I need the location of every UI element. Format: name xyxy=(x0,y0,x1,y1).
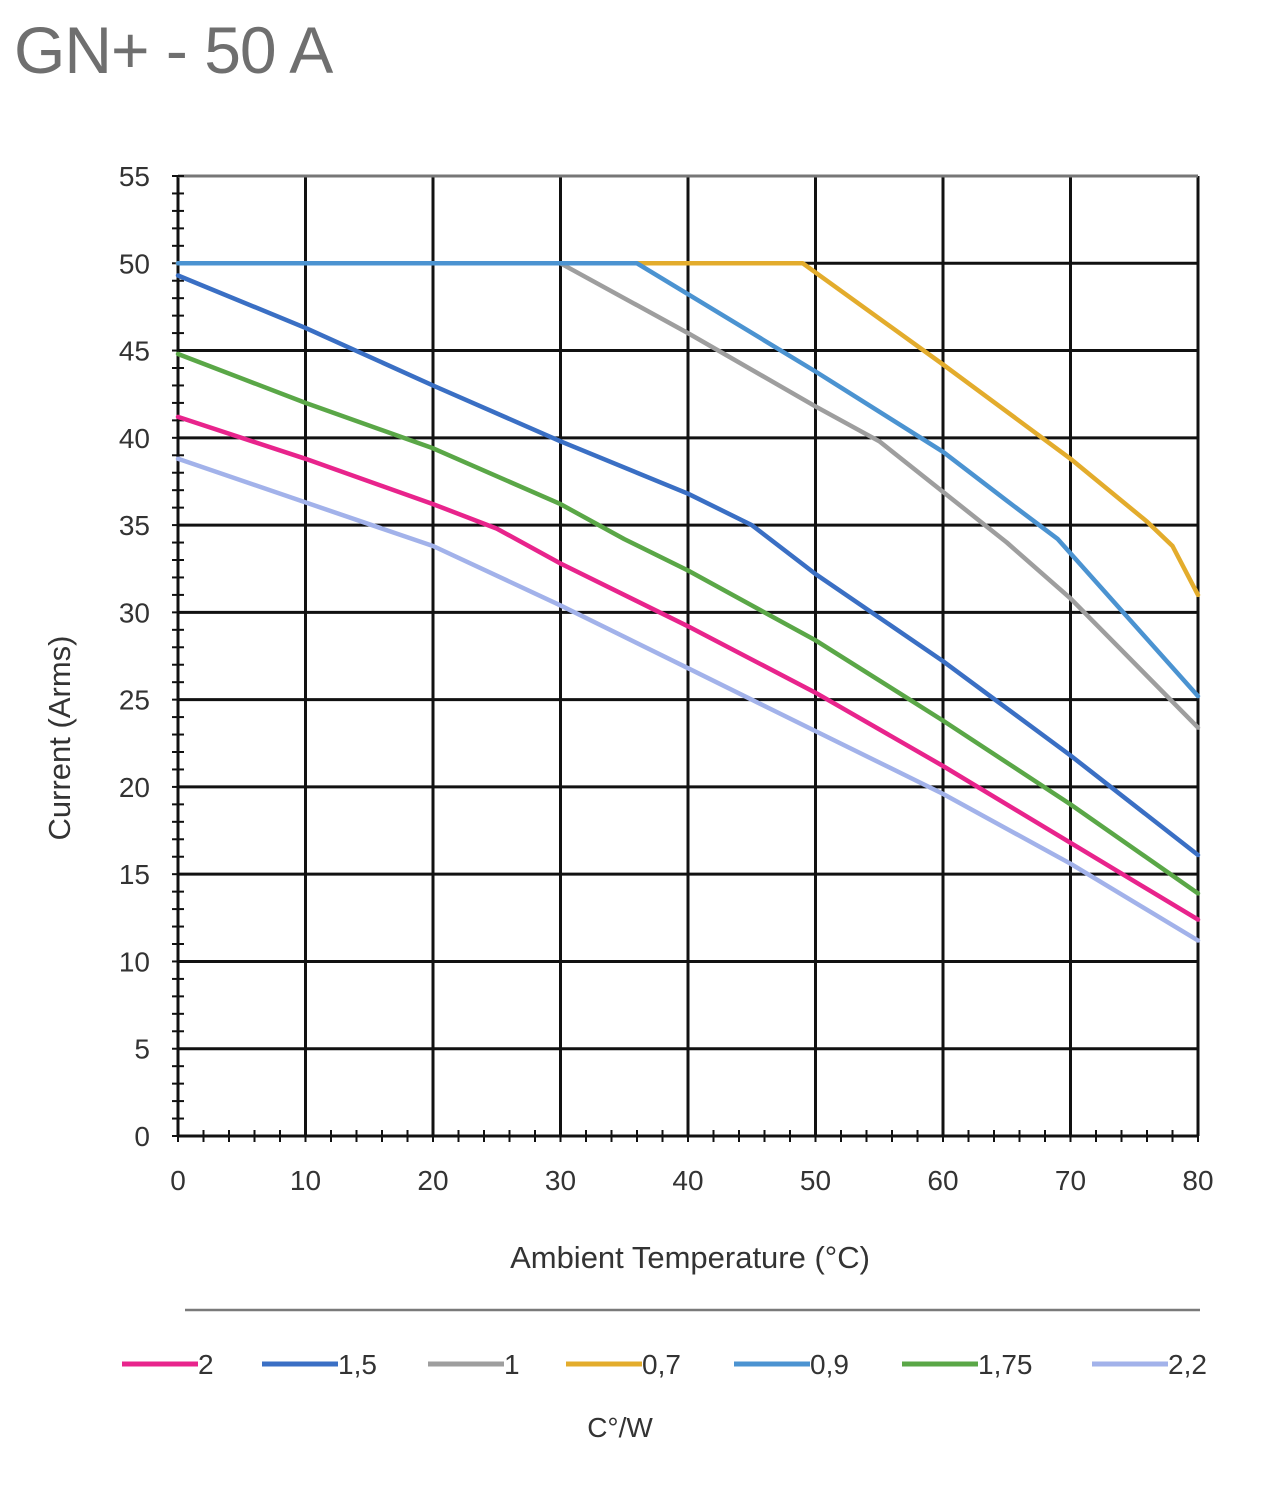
legend-label: 1,5 xyxy=(338,1349,377,1380)
y-tick-label: 25 xyxy=(119,685,150,716)
legend-item-2: 2 xyxy=(122,1349,214,1380)
x-axis-label: Ambient Temperature (°C) xyxy=(510,1240,870,1275)
x-tick-label: 0 xyxy=(170,1165,186,1196)
y-tick-label: 5 xyxy=(134,1034,150,1065)
y-tick-label: 45 xyxy=(119,336,150,367)
legend-item-1-5: 1,5 xyxy=(262,1349,377,1380)
y-tick-label: 0 xyxy=(134,1121,150,1152)
minor-ticks xyxy=(172,175,1199,1142)
y-tick-label: 50 xyxy=(119,248,150,279)
legend-label: 0,9 xyxy=(810,1349,849,1380)
x-tick-labels: 0 10 20 30 40 50 60 70 80 xyxy=(170,1165,1213,1196)
x-tick-label: 40 xyxy=(672,1165,703,1196)
series-line-2 xyxy=(175,414,1201,922)
chart-title: GN+ - 50 A xyxy=(14,13,333,87)
x-tick-label: 60 xyxy=(927,1165,958,1196)
legend-label: 0,7 xyxy=(642,1349,681,1380)
legend-label: 1,75 xyxy=(978,1349,1033,1380)
series-line-0-7 xyxy=(175,261,1201,598)
legend-item-1-75: 1,75 xyxy=(902,1349,1033,1380)
y-axis-label: Current (Arms) xyxy=(42,636,77,841)
y-tick-label: 55 xyxy=(119,161,150,192)
legend-item-0-7: 0,7 xyxy=(566,1349,681,1380)
legend-item-1: 1 xyxy=(428,1349,520,1380)
y-tick-label: 35 xyxy=(119,510,150,541)
legend-label: 2,2 xyxy=(1168,1349,1207,1380)
series-lines xyxy=(175,261,1201,943)
series-line-1-5 xyxy=(175,273,1201,858)
y-tick-label: 10 xyxy=(119,946,150,977)
y-tick-label: 40 xyxy=(119,423,150,454)
x-tick-label: 80 xyxy=(1182,1165,1213,1196)
grid xyxy=(176,174,1200,1138)
x-tick-label: 10 xyxy=(290,1165,321,1196)
y-tick-label: 15 xyxy=(119,859,150,890)
legend-item-2-2: 2,2 xyxy=(1092,1349,1207,1380)
y-tick-labels: 0 5 10 15 20 25 30 35 40 45 50 55 xyxy=(119,161,150,1152)
x-tick-label: 20 xyxy=(417,1165,448,1196)
series-line-2-2 xyxy=(175,456,1201,943)
x-tick-label: 30 xyxy=(545,1165,576,1196)
x-tick-label: 50 xyxy=(800,1165,831,1196)
legend-item-0-9: 0,9 xyxy=(734,1349,849,1380)
legend-label: 2 xyxy=(198,1349,214,1380)
legend: 2 1,5 1 0,7 0,9 1,75 2,2 xyxy=(122,1349,1207,1380)
series-line-0-9 xyxy=(175,261,1201,699)
y-tick-label: 30 xyxy=(119,597,150,628)
series-line-1 xyxy=(175,261,1201,730)
x-tick-label: 70 xyxy=(1055,1165,1086,1196)
legend-title: C°/W xyxy=(587,1412,653,1443)
series-line-1-75 xyxy=(175,351,1201,896)
legend-label: 1 xyxy=(504,1349,520,1380)
y-tick-label: 20 xyxy=(119,772,150,803)
